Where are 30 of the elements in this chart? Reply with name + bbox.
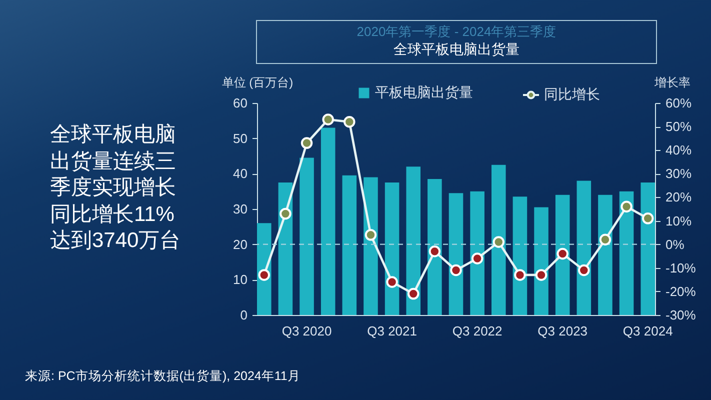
y2-axis-title: 增长率	[654, 76, 690, 90]
chart-subtitle: 2020年第一季度 - 2024年第三季度	[356, 23, 558, 41]
y-tick-label: 40	[233, 166, 248, 182]
x-tick-label: Q3 2022	[452, 324, 502, 338]
y2-tick-label: -30%	[666, 308, 696, 322]
source-note: 来源: PC市场分析统计数据(出货量), 2024年11月	[25, 368, 300, 385]
x-tick-label: Q3 2021	[367, 324, 417, 338]
x-tick-label: Q3 2023	[538, 324, 588, 338]
y-axis-title: 单位 (百万台)	[222, 76, 294, 90]
y2-tick-label: 10%	[666, 213, 692, 228]
y2-tick-label: -20%	[666, 284, 696, 299]
y-tick-label: 10	[233, 272, 248, 288]
y-tick-label: 50	[233, 130, 248, 146]
y2-tick-label: -10%	[666, 260, 696, 276]
legend-label: 平板电脑出货量	[375, 84, 473, 100]
y2-tick-label: 40%	[666, 142, 692, 158]
y2-tick-label: 50%	[666, 119, 692, 134]
legend-label: 同比增长	[544, 86, 600, 102]
y2-tick-label: 30%	[666, 166, 692, 182]
y-tick-label: 0	[240, 308, 248, 322]
y-tick-label: 30	[233, 202, 248, 216]
y2-tick-label: 0%	[666, 236, 685, 252]
x-tick-label: Q3 2020	[282, 324, 332, 338]
chart-title: 全球平板电脑出货量	[392, 41, 520, 59]
x-tick-label: Q3 2024	[622, 324, 673, 338]
y-tick-label: 20	[233, 236, 248, 252]
text: 全球平板电脑出货量连续三季度实现增长同比增长11%达到3740万台	[50, 122, 182, 254]
y-tick-label: 60	[233, 96, 248, 110]
y2-tick-label: 20%	[666, 190, 692, 205]
y2-tick-label: 60%	[666, 96, 692, 110]
